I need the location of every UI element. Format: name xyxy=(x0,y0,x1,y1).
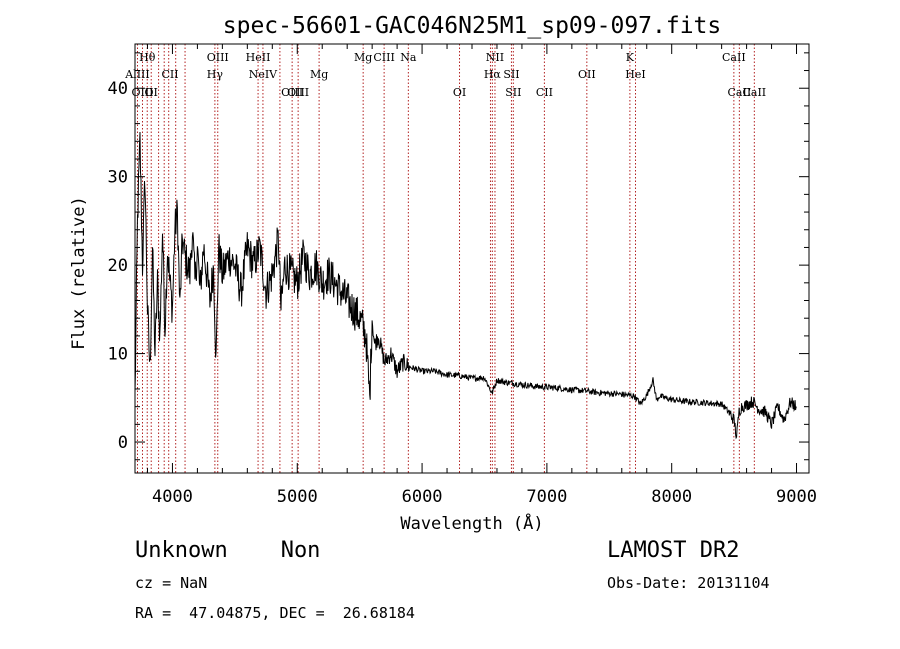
line-label: AlIII xyxy=(124,68,150,81)
line-label: NeIV xyxy=(249,68,278,81)
line-label: Hγ xyxy=(207,68,224,81)
chart-title: spec-56601-GAC046N25M1_sp09-097.fits xyxy=(223,13,722,39)
y-tick-label: 10 xyxy=(108,345,128,365)
line-label: CaII xyxy=(728,86,752,99)
line-label: Na xyxy=(400,51,417,64)
x-tick-label: 5000 xyxy=(277,487,318,507)
line-label: SII xyxy=(503,68,519,81)
line-label: OI xyxy=(453,86,466,99)
y-tick-label: 20 xyxy=(108,256,128,276)
spectrum-line xyxy=(134,131,797,440)
redshift-cz: cz = NaN xyxy=(135,574,208,592)
line-label: OIII xyxy=(281,86,303,99)
line-label: OII xyxy=(578,68,596,81)
x-tick-label: 7000 xyxy=(526,487,567,507)
line-label: HeI xyxy=(625,68,645,81)
line-label: K xyxy=(626,51,635,64)
line-label: OIII xyxy=(207,51,229,64)
line-label: HeII xyxy=(246,51,271,64)
line-label: CaII xyxy=(722,51,746,64)
line-label: SII xyxy=(505,86,521,99)
x-tick-label: 6000 xyxy=(402,487,443,507)
line-label: CIII xyxy=(373,51,394,64)
x-axis-label: Wavelength (Å) xyxy=(400,512,543,534)
y-axis-label: Flux (relative) xyxy=(69,196,89,350)
y-tick-label: 30 xyxy=(108,168,128,188)
x-axis: 4000 5000 6000 7000 8000 9000 xyxy=(146,44,817,507)
line-label: Mg xyxy=(354,51,372,64)
line-label: CaII xyxy=(742,86,766,99)
x-tick-label: 9000 xyxy=(776,487,817,507)
line-label: Hα xyxy=(484,68,502,81)
line-label: OIII xyxy=(287,86,309,99)
x-tick-label: 8000 xyxy=(651,487,692,507)
object-class: Unknown Non xyxy=(135,538,321,563)
line-markers xyxy=(136,44,755,473)
line-label: CII xyxy=(162,68,179,81)
obs-date: Obs-Date: 20131104 xyxy=(607,574,770,592)
y-tick-label: 40 xyxy=(108,79,128,99)
survey-name: LAMOST DR2 xyxy=(607,538,740,563)
line-label: NII xyxy=(486,51,504,64)
y-tick-label: 0 xyxy=(118,433,128,453)
line-label: Mg xyxy=(310,68,328,81)
line-label: Hθ xyxy=(139,51,156,64)
y-axis: 0 10 20 30 40 xyxy=(108,52,809,461)
line-label: OIII xyxy=(131,86,153,99)
x-tick-label: 4000 xyxy=(152,487,193,507)
ra-dec: RA = 47.04875, DEC = 26.68184 xyxy=(135,604,415,622)
line-label: CII xyxy=(536,86,553,99)
line-label: OI xyxy=(145,86,158,99)
